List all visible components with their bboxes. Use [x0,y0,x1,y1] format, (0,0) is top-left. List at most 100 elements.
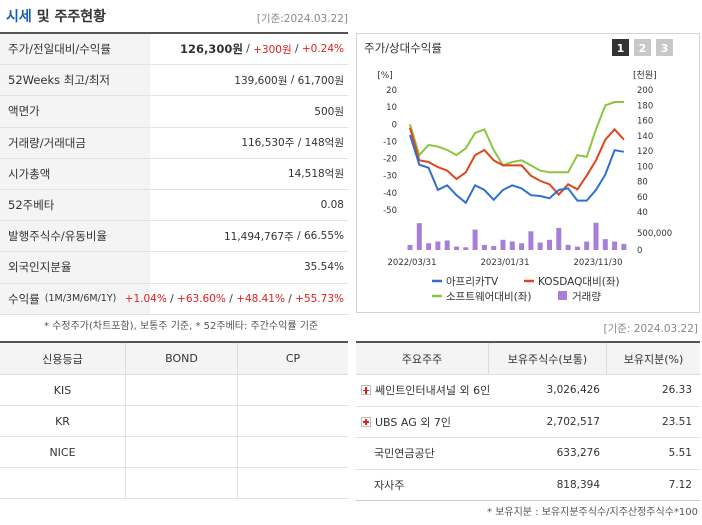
label-text: 외국인지분율 [8,260,72,275]
volume-bar [556,227,562,250]
volume-bar [491,245,497,250]
rating-cell [237,468,348,499]
row-value: +1.04% / +63.60% / +48.41% / +55.73% [125,284,348,315]
chart-button-label[interactable]: 1 [617,42,625,55]
row-label: 발행주식수/유동비율 [0,221,150,253]
expand-icon[interactable] [361,416,371,427]
holder-shares: 2,702,517 [488,407,606,438]
header-cell: 신용등급 [0,343,125,375]
chart-button-label[interactable]: 2 [639,42,647,55]
volume-bar [565,244,571,250]
holder-name-text: UBS AG 외 7인 [375,415,451,429]
y2-tick-label: 40 [637,208,648,218]
separator: / [242,43,254,56]
row-label: 시가총액 [0,158,150,190]
header-cell: BOND [125,343,237,375]
table-top-border [356,341,700,343]
holder-shares: 3,026,426 [488,375,606,407]
chart: 주가/상대수익률 1 2 3[%] [천원]20100-10-20-30-40-5020… [364,39,673,303]
chart-button[interactable] [634,39,651,56]
chart-button[interactable] [656,39,673,56]
value-part: +0.24% [301,43,344,56]
value-part: 116,530주 [241,137,295,150]
y-tick-label: 10 [386,103,397,113]
label-sub: (1M/3M/6M/1Y) [44,293,117,305]
row-label: 수익률 (1M/3M/6M/1Y) [0,283,150,315]
rating-cell [125,406,237,437]
series-line [409,101,624,174]
volume-bar [593,222,599,250]
y-tick-label: -10 [383,137,397,147]
value-part: +55.73% [295,292,344,305]
legend-label: 거래량 [572,291,601,303]
holder-pct: 26.33 [606,375,700,407]
agency-cell [0,468,125,499]
row-label: 52주베타 [0,190,150,222]
y2-tick-label: 80 [637,178,648,188]
volume-tick-label: 0 [637,246,642,256]
volume-bar [426,243,432,250]
volume-bar [481,244,487,250]
legend-label: KOSDAQ대비(좌) [538,276,620,288]
rating-cell [237,437,348,468]
value-part: 148억원 [304,137,344,150]
row-value: 139,600원 / 61,700원 [150,65,348,97]
label-text: 액면가 [8,104,40,119]
value-part: +63.60% [177,292,226,305]
rating-cell [125,468,237,499]
title-main: 시세 [6,9,32,25]
separator: / [294,136,305,149]
volume-bar [472,229,478,250]
y-axis-label: [%] [377,71,393,81]
rating-cell [237,406,348,437]
value-part: 139,600원 [234,74,288,87]
chart-button[interactable] [612,39,629,56]
y-tick-label: -50 [383,206,397,216]
y2-axis-label: [천원] [633,70,657,81]
agency-cell: KIS [0,375,125,406]
header-cell: 주요주주 [356,343,488,375]
row-value: 11,494,767주 / 66.55% [150,221,348,253]
icon-bar [365,418,367,426]
volume-bar [519,243,525,250]
legend-swatch [558,291,567,300]
holder-name[interactable]: UBS AG 외 7인 [356,407,488,438]
holders-footnote: * 보유지분 : 보유지분주식수/지주산정주식수*100 [487,507,698,518]
title-rest: 및 주주현황 [36,9,107,25]
row-label: 52Weeks 최고/최저 [0,65,150,97]
value-part: 66.55% [303,230,344,243]
y-tick-label: 20 [386,86,397,96]
value-part: +300원 [253,43,292,56]
holder-pct: 7.12 [606,470,700,501]
icon-bar [365,387,367,394]
volume-bar [416,223,422,250]
volume-bar [444,240,450,250]
volume-bar [612,241,618,250]
legend-label: 아프리카TV [446,276,499,288]
y-tick-label: -20 [383,155,397,165]
label-text: 거래량/거래대금 [8,135,86,150]
label-text: 주가/전일대비/수익률 [8,42,111,57]
value-part: 11,494,767주 [223,230,294,243]
value-part: 61,700원 [297,74,344,87]
y2-tick-label: 60 [637,193,648,203]
value-part: 0.08 [320,199,344,212]
table-top-border [0,341,348,343]
holder-pct: 5.51 [606,438,700,470]
chart-button-label[interactable]: 3 [661,42,669,55]
expand-icon[interactable] [361,385,371,396]
y2-tick-label: 200 [637,86,653,96]
y2-tick-label: 180 [637,101,653,111]
y2-tick-label: 120 [637,147,653,157]
volume-bar [528,231,534,250]
value-part: 126,300원 [179,42,243,57]
y-tick-label: 0 [392,120,397,130]
row-value: 126,300원 / +300원 / +0.24% [150,34,348,66]
separator: / [284,292,296,305]
value-part: +48.41% [236,292,285,305]
holder-name: 자사주 [356,470,488,501]
holder-name[interactable]: 쎄인트인터내셔널 외 6인 [356,375,490,407]
value-part: +1.04% [124,292,167,305]
row-label: 주가/전일대비/수익률 [0,34,150,66]
rating-cell [125,375,237,406]
